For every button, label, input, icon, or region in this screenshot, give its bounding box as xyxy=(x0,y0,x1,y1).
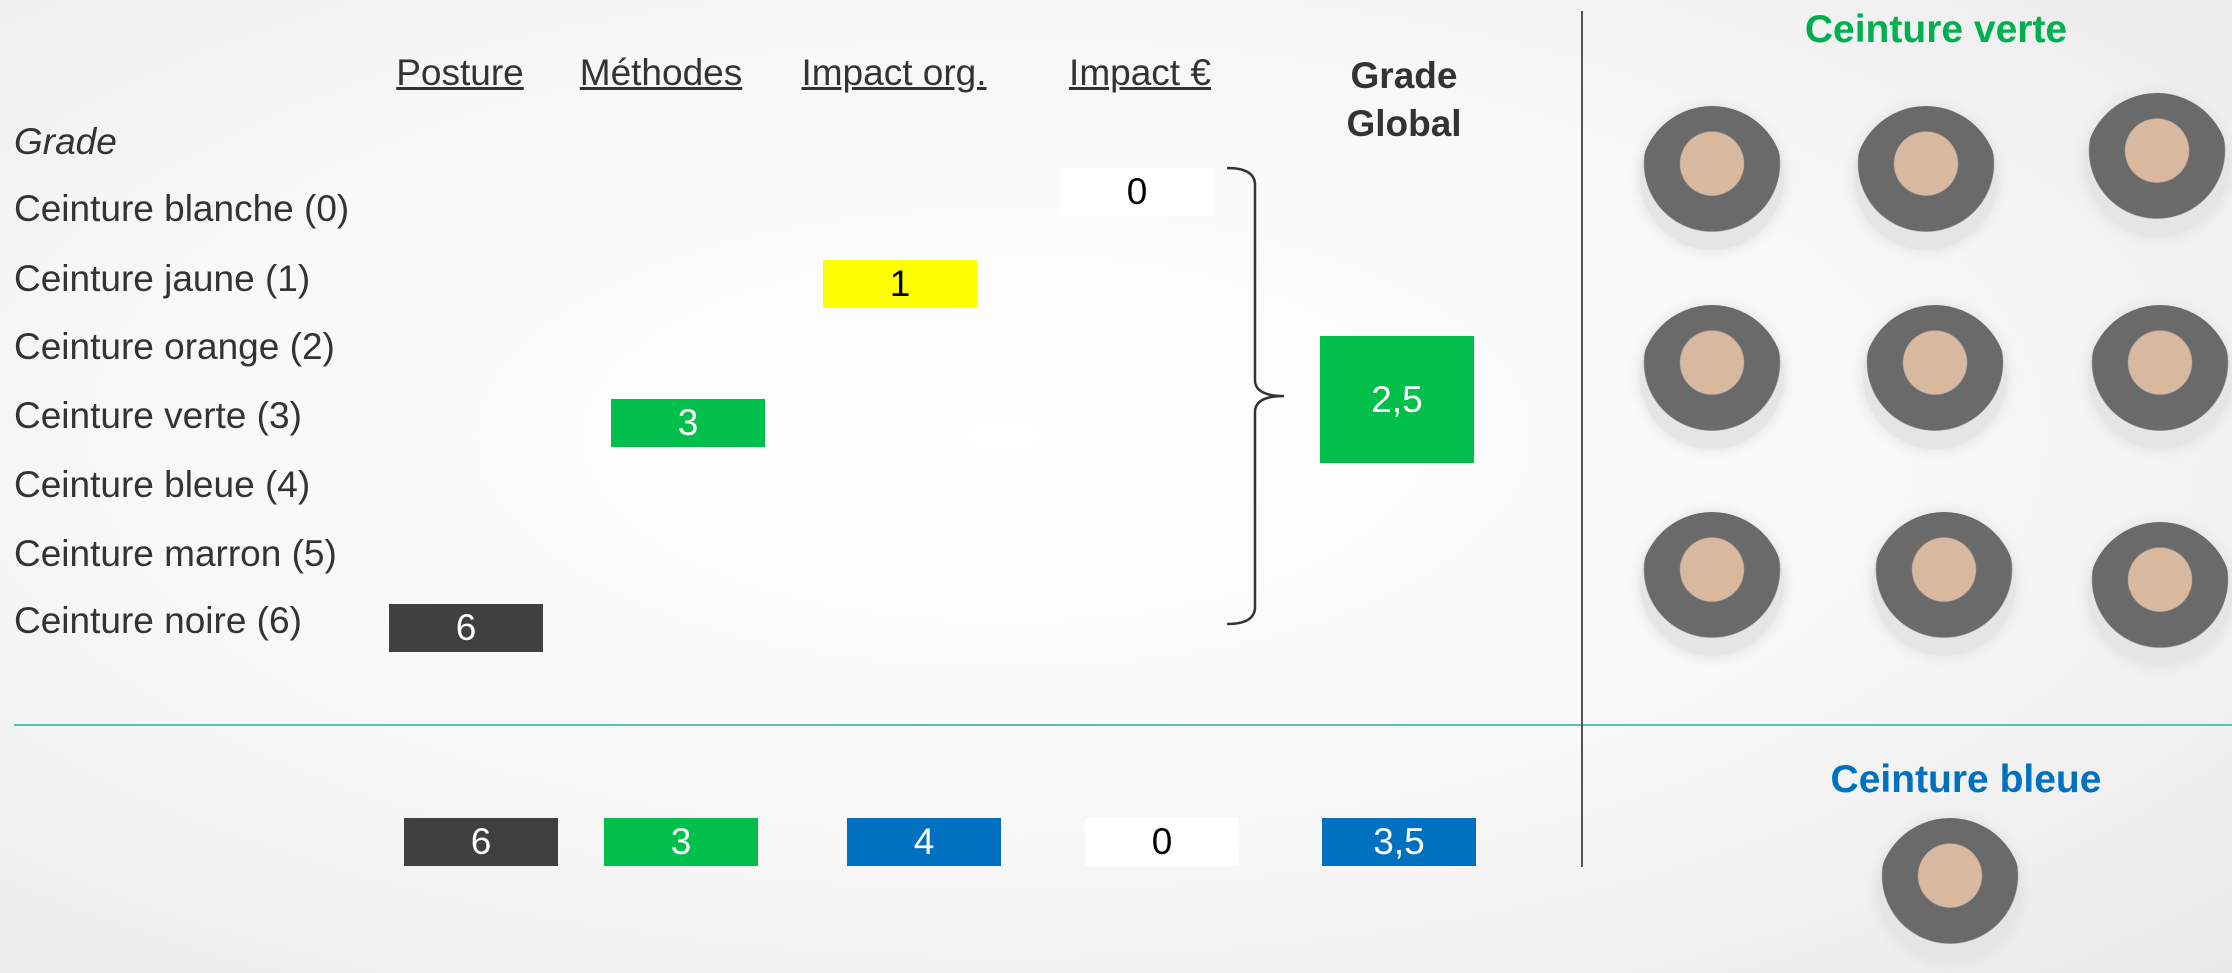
photo xyxy=(1640,512,1784,656)
photo xyxy=(1878,818,2022,962)
brace xyxy=(1227,168,1284,624)
photo xyxy=(1863,305,2007,449)
photo xyxy=(2085,93,2229,237)
photo xyxy=(1640,305,1784,449)
score-box: 3,5 xyxy=(1322,818,1476,866)
score-box: 6 xyxy=(404,818,558,866)
score-box: 4 xyxy=(847,818,1001,866)
photo xyxy=(2088,305,2232,449)
group-title: Ceinture bleue xyxy=(1831,758,2102,802)
score-box: 0 xyxy=(1085,818,1239,866)
group-title: Ceinture verte xyxy=(1805,8,2067,52)
photo xyxy=(1640,106,1784,250)
score-box: 3 xyxy=(604,818,758,866)
slide: Posture Méthodes Impact org. Impact € Gr… xyxy=(0,0,2232,973)
photo xyxy=(1854,106,1998,250)
photo xyxy=(1872,512,2016,656)
photo xyxy=(2088,522,2232,666)
